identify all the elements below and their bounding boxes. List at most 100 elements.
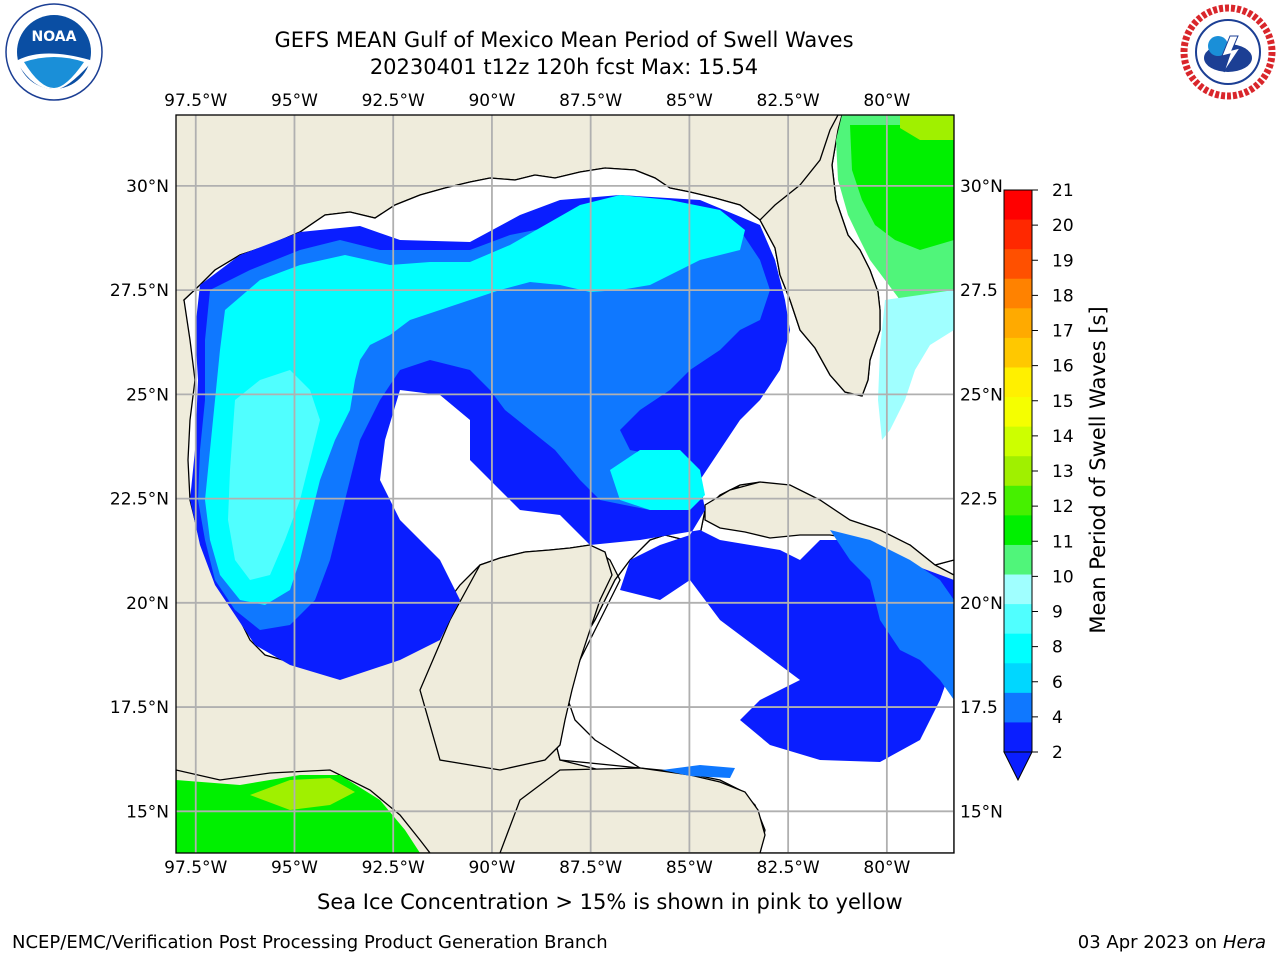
host-name: Hera — [1222, 932, 1266, 953]
lon-tick-label-bottom: 82.5°W — [757, 858, 820, 878]
lat-tick-label-right: 27.5 — [960, 281, 998, 301]
colorbar-tick-label: 8 — [1052, 638, 1063, 658]
colorbar-segment — [1004, 692, 1032, 723]
colorbar-tick-label: 9 — [1052, 603, 1063, 623]
colorbar-segment — [1004, 515, 1032, 546]
lon-tick-label-bottom: 92.5°W — [362, 858, 425, 878]
lat-tick-label-left: 22.5°N — [110, 490, 169, 510]
lon-tick-label-top: 92.5°W — [362, 91, 425, 111]
credit-line: NCEP/EMC/Verification Post Processing Pr… — [12, 932, 608, 953]
latitude-labels-left: 30°N 27.5°N 25°N 22.5°N 20°N 17.5°N 15°N — [110, 177, 169, 822]
colorbar-segment — [1004, 367, 1032, 398]
swell-6-8s — [205, 195, 745, 605]
swell-honduras — [662, 765, 735, 778]
colorbar-under-arrow — [1003, 751, 1033, 782]
lat-tick-label-right: 22.5 — [960, 490, 998, 510]
colorbar-segment — [1004, 190, 1032, 221]
colorbar-tick-label: 11 — [1052, 532, 1074, 552]
lon-tick-label-top: 87.5°W — [559, 91, 622, 111]
colorbar-segment — [1004, 278, 1032, 309]
figure-title: GEFS MEAN Gulf of Mexico Mean Period of … — [274, 28, 854, 52]
florida — [759, 115, 881, 397]
map-area — [176, 115, 954, 853]
colorbar-segment — [1004, 397, 1032, 428]
swell-6-8s-yucatan-channel — [610, 450, 705, 510]
lat-tick-label-right: 25°N — [960, 385, 1003, 405]
lon-tick-label-bottom: 97.5°W — [164, 858, 227, 878]
colorbar-tick-label: 10 — [1052, 567, 1074, 587]
colorbar-segment — [1004, 219, 1032, 250]
colorbar-tick-label: 6 — [1052, 673, 1063, 693]
lat-tick-label-right: 15°N — [960, 802, 1003, 822]
cuba — [704, 481, 954, 583]
colorbar-tick-label: 20 — [1052, 216, 1074, 236]
swell-11-12s-south — [176, 775, 420, 853]
nws-logo — [1180, 4, 1276, 100]
lon-tick-label-bottom: 80°W — [863, 858, 910, 878]
colorbar-segment — [1004, 604, 1032, 635]
lat-tick-label-left: 20°N — [126, 594, 169, 614]
colorbar-segment — [1004, 456, 1032, 487]
lat-tick-label-left: 27.5°N — [110, 281, 169, 301]
map-frame — [175, 114, 955, 854]
longitude-labels-bottom: 97.5°W 95°W 92.5°W 90°W 87.5°W 85°W 82.5°W 80°W — [164, 858, 910, 878]
colorbar-segment — [1004, 633, 1032, 664]
latitude-labels-right: 30°N 27.5 25°N 22.5 20°N 17.5 15°N — [960, 177, 1003, 822]
swell-caribbean — [830, 530, 954, 700]
colorbar-tick-label: 13 — [1052, 462, 1074, 482]
colorbar-segment — [1004, 485, 1032, 516]
date-text: 03 Apr 2023 on — [1077, 932, 1218, 953]
colorbar-tick-label: 15 — [1052, 392, 1074, 412]
colorbar-tick-label: 2 — [1052, 743, 1063, 763]
swell-13-14s-atlantic — [900, 115, 954, 140]
lat-tick-label-right: 30°N — [960, 177, 1003, 197]
lat-tick-label-left: 17.5°N — [110, 698, 169, 718]
colorbar: 2 4 6 8 9 10 11 12 13 14 15 16 17 18 19 20 21 — [1003, 181, 1074, 782]
graticule — [176, 115, 954, 853]
lon-tick-label-top: 90°W — [468, 91, 515, 111]
colorbar-tick-label: 18 — [1052, 286, 1074, 306]
lon-tick-label-top: 97.5°W — [164, 91, 227, 111]
colorbar-tick-label: 21 — [1052, 181, 1074, 201]
colorbar-tick-label: 4 — [1052, 708, 1063, 728]
swell-13-14s-south — [250, 778, 355, 810]
yucatan-peninsula — [419, 544, 613, 771]
lat-tick-label-left: 15°N — [126, 802, 169, 822]
colorbar-label: Mean Period of Swell Waves [s] — [1086, 306, 1110, 633]
lat-tick-label-left: 25°N — [126, 385, 169, 405]
svg-text:NOAA: NOAA — [32, 29, 77, 45]
lat-tick-label-left: 30°N — [126, 177, 169, 197]
swell-8-9s-core — [228, 370, 320, 580]
colorbar-segment — [1004, 574, 1032, 605]
lon-tick-label-top: 80°W — [863, 91, 910, 111]
colorbar-segment — [1004, 426, 1032, 457]
lat-tick-label-right: 17.5 — [960, 698, 998, 718]
lon-tick-label-bottom: 85°W — [666, 858, 713, 878]
colorbar-segment — [1004, 722, 1032, 753]
longitude-labels-top: 97.5°W 95°W 92.5°W 90°W 87.5°W 85°W 82.5°W 80°W — [164, 91, 910, 111]
colorbar-tick-label: 16 — [1052, 357, 1074, 377]
colorbar-tick-label: 19 — [1052, 251, 1074, 271]
sea-ice-note: Sea Ice Concentration > 15% is shown in … — [317, 890, 903, 914]
swell-11-12s-atlantic — [850, 125, 954, 250]
colorbar-segment — [1004, 544, 1032, 576]
figure-subtitle: 20230401 t12z 120h fcst Max: 15.54 — [369, 55, 759, 79]
colorbar-tick-label: 12 — [1052, 497, 1074, 517]
colorbar-segment — [1004, 308, 1032, 339]
date-line: 03 Apr 2023 on Hera — [1078, 932, 1266, 953]
noaa-logo: NOAA — [5, 3, 103, 101]
colorbar-segment — [1004, 337, 1032, 368]
colorbar-tick-label: 14 — [1052, 427, 1074, 447]
lon-tick-label-top: 85°W — [666, 91, 713, 111]
colorbar-segment — [1004, 663, 1032, 694]
lon-tick-label-bottom: 90°W — [468, 858, 515, 878]
lon-tick-label-bottom: 87.5°W — [559, 858, 622, 878]
lat-tick-label-right: 20°N — [960, 594, 1003, 614]
colorbar-tick-label: 17 — [1052, 322, 1074, 342]
lon-tick-label-top: 95°W — [271, 91, 318, 111]
swell-9-10s-bahamas — [878, 290, 954, 440]
lon-tick-label-bottom: 95°W — [271, 858, 318, 878]
lon-tick-label-top: 82.5°W — [757, 91, 820, 111]
colorbar-segment — [1004, 249, 1032, 280]
